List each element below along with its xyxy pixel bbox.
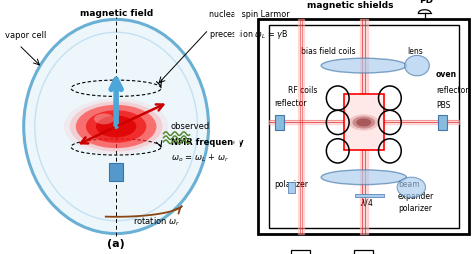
Text: RF coils: RF coils [288, 86, 317, 95]
Text: lens: lens [408, 47, 423, 56]
Bar [438, 116, 447, 130]
Text: magnetic shields: magnetic shields [307, 1, 393, 10]
Text: (b): (b) [355, 250, 373, 254]
Ellipse shape [397, 178, 426, 198]
Circle shape [64, 99, 169, 155]
Ellipse shape [24, 20, 209, 234]
Text: polarizer: polarizer [274, 179, 309, 188]
Bar [109, 163, 123, 182]
Text: beam: beam [398, 179, 419, 188]
Text: magnetic field: magnetic field [80, 9, 153, 18]
Bar [275, 116, 284, 130]
Bar [344, 95, 384, 151]
Ellipse shape [321, 170, 407, 185]
Circle shape [348, 115, 379, 131]
Bar [258, 20, 469, 234]
Bar [269, 26, 459, 228]
Text: reflector: reflector [436, 86, 468, 95]
Ellipse shape [321, 59, 407, 74]
Text: rotation $\omega_r$: rotation $\omega_r$ [133, 215, 180, 227]
Ellipse shape [405, 56, 429, 76]
Text: (a): (a) [107, 238, 125, 248]
Circle shape [86, 111, 146, 143]
Text: vapor cell: vapor cell [5, 30, 46, 39]
Text: NMR frequency: NMR frequency [171, 137, 243, 146]
Bar [288, 182, 295, 193]
Text: reflector: reflector [274, 98, 307, 107]
Text: oven: oven [436, 70, 457, 79]
Text: cell: cell [368, 124, 381, 134]
Text: precession $\omega_L$ = $\gamma$B: precession $\omega_L$ = $\gamma$B [209, 28, 288, 41]
Text: $\lambda$/4: $\lambda$/4 [360, 196, 374, 207]
Text: expander: expander [398, 191, 434, 200]
Bar [356, 194, 384, 197]
Text: bias field coils: bias field coils [301, 47, 356, 56]
Text: PBS: PBS [436, 100, 450, 109]
Circle shape [94, 114, 114, 125]
Circle shape [356, 119, 372, 127]
Circle shape [353, 117, 375, 129]
Text: observed: observed [171, 122, 210, 131]
Bar [291, 250, 310, 254]
Circle shape [70, 102, 163, 152]
Text: $\omega_o$ = $\omega_L$ + $\omega_r$: $\omega_o$ = $\omega_L$ + $\omega_r$ [171, 152, 228, 164]
Text: PD: PD [419, 0, 434, 5]
Bar [354, 250, 374, 254]
Text: nuclear spin Larmor: nuclear spin Larmor [209, 10, 289, 19]
Circle shape [76, 105, 156, 149]
Circle shape [96, 116, 137, 138]
Text: polarizer: polarizer [398, 203, 432, 212]
